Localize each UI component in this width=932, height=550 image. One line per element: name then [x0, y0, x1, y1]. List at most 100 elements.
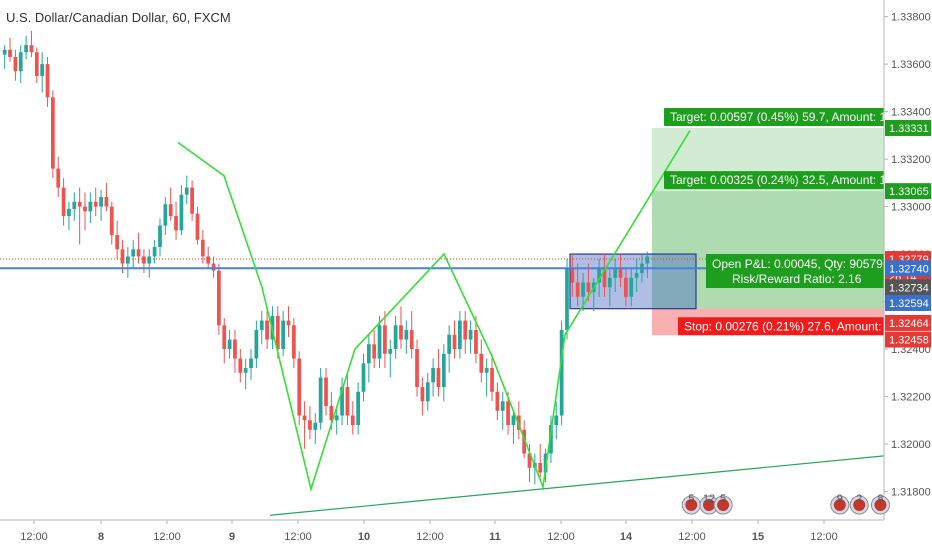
price-tag [885, 279, 931, 296]
candle-down [45, 64, 50, 98]
event-flag-inner-icon [717, 499, 730, 511]
candle-up [281, 320, 286, 350]
candle-down [527, 453, 532, 468]
time-tick-label: 12:00 [810, 531, 838, 543]
candle-down [490, 368, 494, 392]
candle-down [211, 263, 216, 271]
candle-down [265, 320, 269, 340]
candle-up [554, 415, 559, 426]
price-tag [885, 119, 931, 136]
candle-down [409, 330, 414, 350]
candle-up [158, 225, 162, 247]
candle-up [559, 330, 564, 416]
event-count: 12 [703, 493, 715, 505]
candle-down [104, 197, 109, 207]
price-tag [885, 294, 931, 311]
candle-up [18, 52, 23, 72]
event-flag-inner-icon [874, 499, 887, 511]
candle-up [2, 49, 7, 55]
candle-up [366, 344, 371, 364]
candle-up [634, 273, 639, 278]
time-tick-label: 12:00 [416, 531, 444, 543]
time-tick-label: 14 [620, 531, 633, 543]
candle-up [259, 320, 264, 331]
time-tick-label: 12:00 [678, 531, 706, 543]
candle-down [420, 387, 425, 402]
candle-up [131, 249, 136, 257]
candle-up [24, 45, 28, 53]
time-tick-label: 12:00 [153, 531, 181, 543]
candle-down [575, 282, 580, 297]
candle-up [431, 368, 435, 383]
price-tag-label: 1.33065 [889, 186, 929, 198]
price-tag [885, 183, 931, 200]
candle-down [61, 187, 66, 217]
candle-up [249, 358, 253, 369]
candle-down [200, 239, 205, 257]
candle-down [8, 49, 12, 57]
candle-down [217, 270, 221, 326]
time-tick-label: 15 [752, 531, 764, 543]
ratio-label: Risk/Reward Ratio: 2.16 [732, 272, 862, 286]
candle-up [318, 377, 323, 423]
candle-up [88, 201, 93, 212]
candle-down [479, 353, 484, 373]
candle-up [500, 401, 505, 411]
trend-line [269, 455, 885, 516]
time-tick-label: 12:00 [20, 531, 48, 543]
target2-label: Target: 0.00597 (0.45%) 59.7, Amount: 15 [670, 110, 893, 124]
candle-up [254, 330, 259, 359]
price-tag [885, 260, 931, 277]
candle-up [67, 208, 71, 217]
candle-down [474, 330, 478, 354]
event-flag-inner-icon [833, 499, 846, 511]
event-count: 2 [856, 493, 862, 505]
event-badges-layer: 5 12 5 9 2 8 [681, 493, 890, 515]
candle-down [174, 216, 178, 231]
position-labels-layer: Target: 0.00597 (0.45%) 59.7, Amount: 15… [664, 107, 893, 336]
candle-down [570, 268, 575, 283]
price-tag-label: 1.32458 [889, 335, 929, 347]
candle-down [56, 168, 61, 188]
candle-down [350, 415, 355, 426]
time-tick-label: 12:00 [547, 531, 575, 543]
candle-up [388, 349, 393, 354]
price-tick-label: 1.31800 [891, 487, 931, 499]
candle-up [441, 353, 446, 388]
time-tick-label: 9 [229, 531, 235, 543]
candle-up [184, 187, 189, 195]
candle-down [291, 325, 296, 359]
candle-down [302, 415, 307, 421]
candle-down [329, 406, 334, 421]
price-tag-label: 1.32464 [889, 318, 929, 330]
candle-up [163, 204, 168, 226]
candle-up [243, 368, 248, 373]
target1-label: Target: 0.00325 (0.24%) 32.5, Amount: 12 [670, 173, 893, 187]
candle-up [340, 387, 344, 416]
price-tag [885, 331, 931, 348]
candle-up [377, 325, 382, 359]
event-flag-inner-icon [702, 499, 715, 511]
candle-up [99, 197, 103, 207]
price-tick-label: 1.33600 [891, 59, 931, 71]
candle-up [629, 277, 634, 297]
candle-down [308, 420, 312, 430]
candle-down [233, 339, 237, 359]
candle-up [581, 282, 585, 297]
candle-down [222, 325, 227, 350]
candle-up [613, 268, 618, 278]
candle-up [356, 391, 361, 426]
price-tag-label: 1.32594 [889, 298, 929, 310]
candle-up [40, 64, 45, 76]
time-tick-label: 12:00 [284, 531, 312, 543]
candle-down [602, 268, 607, 288]
candle-down [297, 358, 302, 416]
candle-up [227, 339, 232, 350]
price-tick-label: 1.32200 [891, 392, 931, 404]
candle-down [624, 277, 628, 297]
candle-down [168, 204, 173, 217]
candle-down [77, 201, 82, 207]
price-tag-label: 1.32740 [889, 263, 929, 275]
